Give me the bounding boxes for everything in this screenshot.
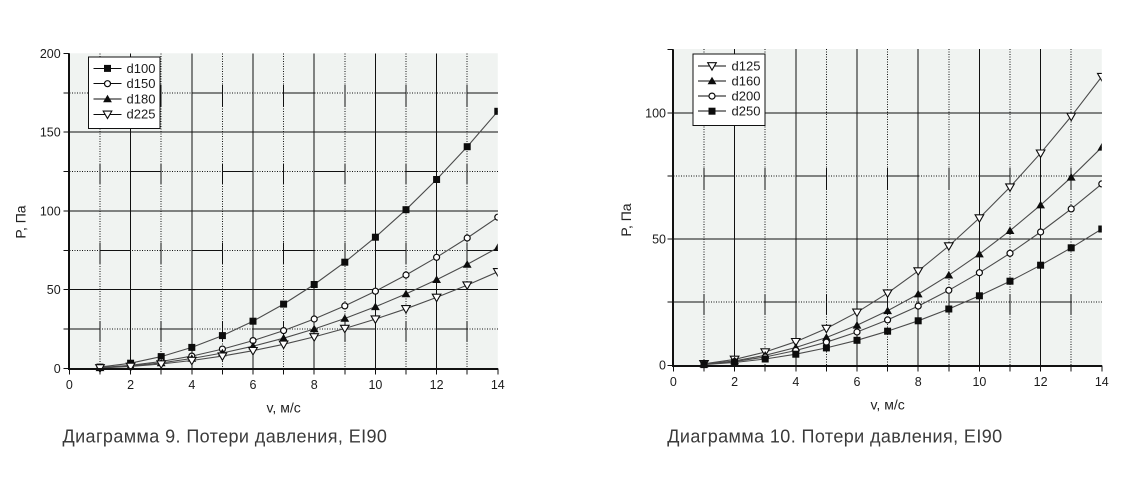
svg-text:v, м/с: v, м/с bbox=[870, 397, 904, 413]
svg-text:4: 4 bbox=[792, 375, 799, 389]
svg-text:Диаграмма 10. Потери давления,: Диаграмма 10. Потери давления, EI90 bbox=[667, 427, 1002, 447]
svg-text:P, Па: P, Па bbox=[13, 205, 29, 238]
svg-text:d180: d180 bbox=[127, 91, 156, 106]
svg-text:200: 200 bbox=[40, 47, 61, 61]
svg-text:100: 100 bbox=[40, 204, 61, 218]
svg-text:6: 6 bbox=[854, 375, 861, 389]
svg-text:d250: d250 bbox=[732, 104, 761, 119]
svg-text:d200: d200 bbox=[732, 89, 761, 104]
svg-text:v, м/с: v, м/с bbox=[266, 400, 300, 416]
svg-text:P, Па: P, Па bbox=[618, 203, 634, 236]
svg-text:2: 2 bbox=[731, 375, 738, 389]
svg-text:d225: d225 bbox=[127, 107, 156, 122]
svg-text:0: 0 bbox=[659, 359, 666, 373]
svg-text:8: 8 bbox=[915, 375, 922, 389]
svg-text:4: 4 bbox=[188, 378, 195, 392]
svg-text:8: 8 bbox=[311, 378, 318, 392]
svg-text:12: 12 bbox=[1034, 375, 1048, 389]
svg-text:Диаграмма 9. Потери давления,: Диаграмма 9. Потери давления, EI90 bbox=[63, 427, 388, 447]
svg-text:0: 0 bbox=[670, 375, 677, 389]
svg-text:d125: d125 bbox=[732, 58, 761, 73]
svg-text:12: 12 bbox=[430, 378, 444, 392]
svg-text:10: 10 bbox=[368, 378, 382, 392]
svg-text:100: 100 bbox=[645, 107, 666, 121]
svg-text:d150: d150 bbox=[127, 76, 156, 91]
svg-text:14: 14 bbox=[491, 378, 505, 392]
svg-text:150: 150 bbox=[40, 126, 61, 140]
svg-text:2: 2 bbox=[127, 378, 134, 392]
svg-text:0: 0 bbox=[66, 378, 73, 392]
svg-text:14: 14 bbox=[1095, 375, 1109, 389]
svg-text:10: 10 bbox=[972, 375, 986, 389]
svg-text:6: 6 bbox=[250, 378, 257, 392]
svg-text:d160: d160 bbox=[732, 73, 761, 88]
svg-text:50: 50 bbox=[652, 233, 666, 247]
svg-text:d100: d100 bbox=[127, 61, 156, 76]
svg-text:50: 50 bbox=[47, 283, 61, 297]
svg-text:0: 0 bbox=[54, 362, 61, 376]
